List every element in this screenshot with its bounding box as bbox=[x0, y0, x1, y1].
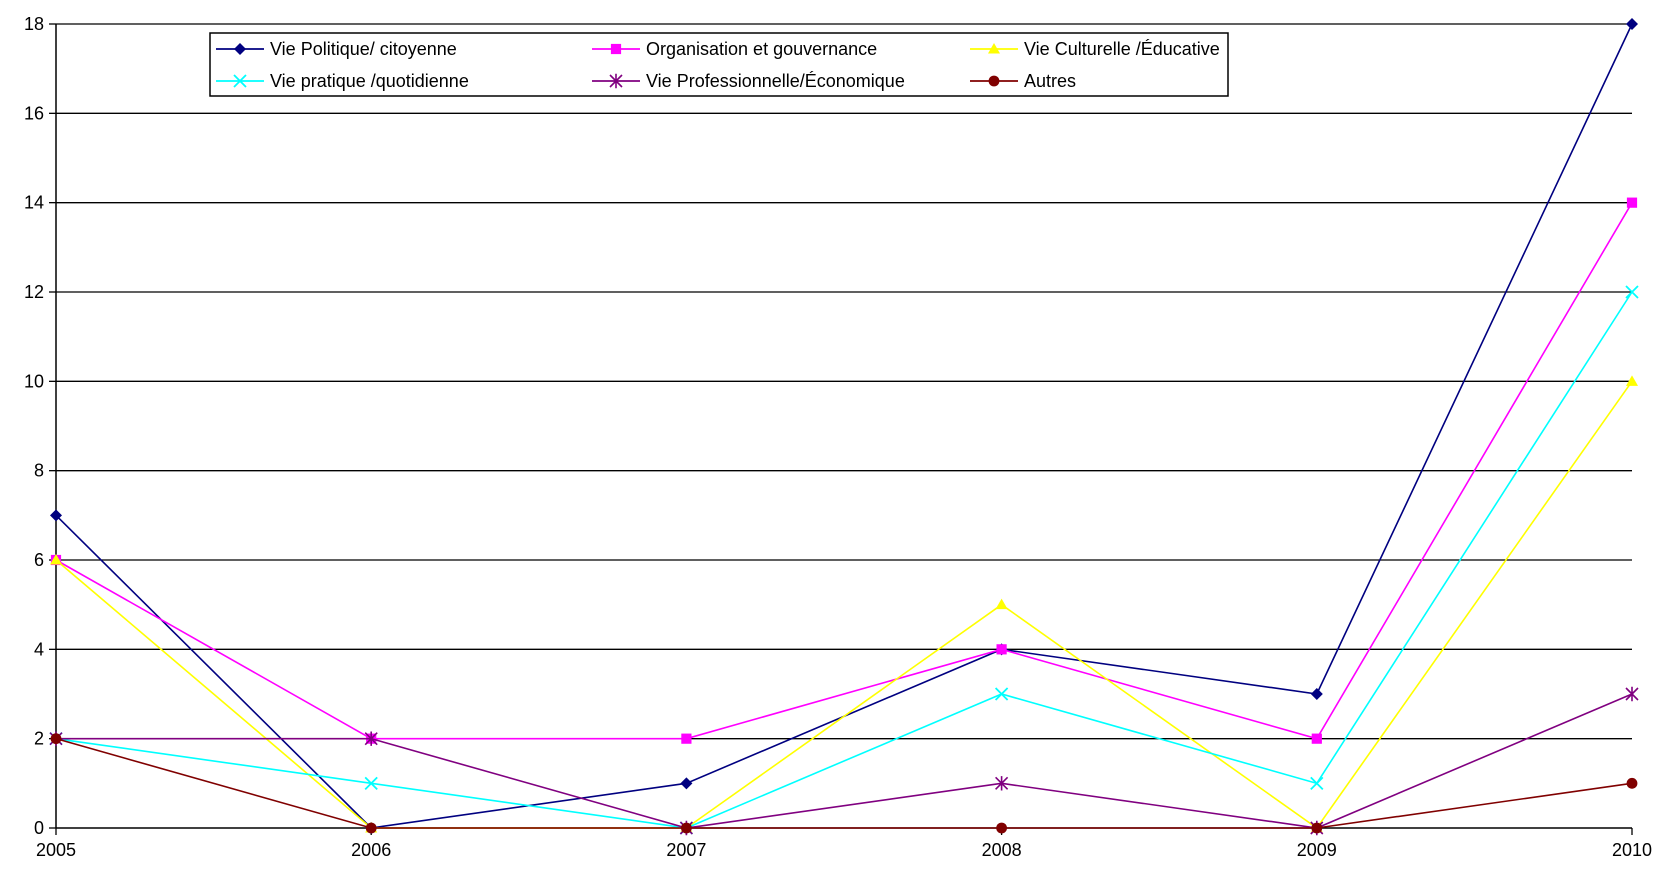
data-point bbox=[996, 822, 1007, 834]
data-point bbox=[1311, 733, 1322, 744]
legend-item: Vie Culturelle /Éducative bbox=[970, 39, 1220, 59]
legend-label: Organisation et gouvernance bbox=[646, 39, 877, 59]
x-tick-label: 2010 bbox=[1612, 840, 1652, 860]
data-point bbox=[364, 776, 378, 790]
legend-item: Vie Professionnelle/Économique bbox=[592, 71, 905, 91]
data-point bbox=[1626, 18, 1638, 30]
legend-item: Autres bbox=[970, 71, 1076, 91]
x-tick-label: 2008 bbox=[982, 840, 1022, 860]
series-3 bbox=[50, 375, 1638, 833]
y-tick-label: 10 bbox=[24, 371, 44, 391]
legend-label: Autres bbox=[1024, 71, 1076, 91]
data-point bbox=[1625, 686, 1639, 702]
data-point bbox=[1626, 197, 1638, 208]
x-tick-label: 2006 bbox=[351, 840, 391, 860]
x-tick-label: 2005 bbox=[36, 840, 76, 860]
data-point bbox=[1625, 285, 1639, 299]
y-tick-label: 14 bbox=[24, 193, 44, 213]
legend-marker bbox=[234, 43, 246, 55]
series-6 bbox=[50, 733, 1638, 834]
x-tick-labels: 2005 2006 2007 2008 2009 2010 bbox=[36, 840, 1652, 860]
data-point bbox=[681, 733, 692, 744]
series-group bbox=[49, 18, 1639, 836]
legend-marker bbox=[610, 43, 622, 55]
y-tick-label: 2 bbox=[34, 729, 44, 749]
data-point bbox=[681, 822, 692, 834]
data-point bbox=[680, 777, 693, 790]
data-point bbox=[1310, 688, 1323, 700]
x-tick-label: 2009 bbox=[1297, 840, 1337, 860]
data-point bbox=[364, 731, 378, 746]
legend: Vie Politique/ citoyenne Organisation et … bbox=[209, 32, 1229, 97]
legend-item: Organisation et gouvernance bbox=[592, 39, 877, 59]
legend-marker bbox=[988, 75, 1000, 87]
legend-item: Vie Politique/ citoyenne bbox=[216, 39, 457, 59]
y-tick-label: 18 bbox=[24, 14, 44, 34]
series-line bbox=[55, 737, 1633, 829]
data-point bbox=[995, 598, 1008, 610]
legend-marker bbox=[233, 74, 247, 88]
y-tick-labels: 0 2 4 6 8 10 12 14 16 18 bbox=[24, 14, 44, 838]
gridlines bbox=[56, 23, 1632, 740]
series-line bbox=[55, 380, 1633, 830]
data-point bbox=[996, 644, 1007, 655]
axes bbox=[49, 23, 1633, 835]
series-line bbox=[56, 693, 1633, 829]
data-point bbox=[50, 733, 62, 745]
data-point bbox=[50, 509, 62, 522]
data-point bbox=[50, 554, 62, 565]
legend-label: Vie pratique /quotidienne bbox=[270, 71, 469, 91]
y-tick-label: 8 bbox=[34, 461, 44, 481]
data-point bbox=[1310, 776, 1324, 790]
legend-box bbox=[209, 32, 1229, 97]
data-point bbox=[995, 776, 1009, 791]
legend-label: Vie Professionnelle/Économique bbox=[646, 71, 905, 91]
legend-marker bbox=[609, 73, 623, 89]
legend-marker bbox=[988, 43, 1000, 54]
data-point bbox=[1626, 777, 1638, 789]
y-tick-label: 0 bbox=[34, 818, 44, 838]
legend-label: Vie Culturelle /Éducative bbox=[1024, 39, 1220, 59]
x-tick-label: 2007 bbox=[666, 840, 706, 860]
y-tick-label: 12 bbox=[24, 282, 44, 302]
data-point bbox=[1311, 822, 1323, 834]
data-point bbox=[365, 822, 377, 834]
data-point bbox=[994, 687, 1009, 701]
y-tick-label: 4 bbox=[34, 639, 44, 659]
series-line bbox=[55, 23, 1633, 829]
y-tick-label: 6 bbox=[34, 550, 44, 570]
series-line bbox=[55, 202, 1633, 740]
data-point bbox=[1626, 375, 1638, 386]
legend-label: Vie Politique/ citoyenne bbox=[270, 39, 457, 59]
series-line bbox=[55, 291, 1633, 829]
legend-item: Vie pratique /quotidienne bbox=[216, 71, 469, 91]
y-tick-label: 16 bbox=[24, 103, 44, 123]
